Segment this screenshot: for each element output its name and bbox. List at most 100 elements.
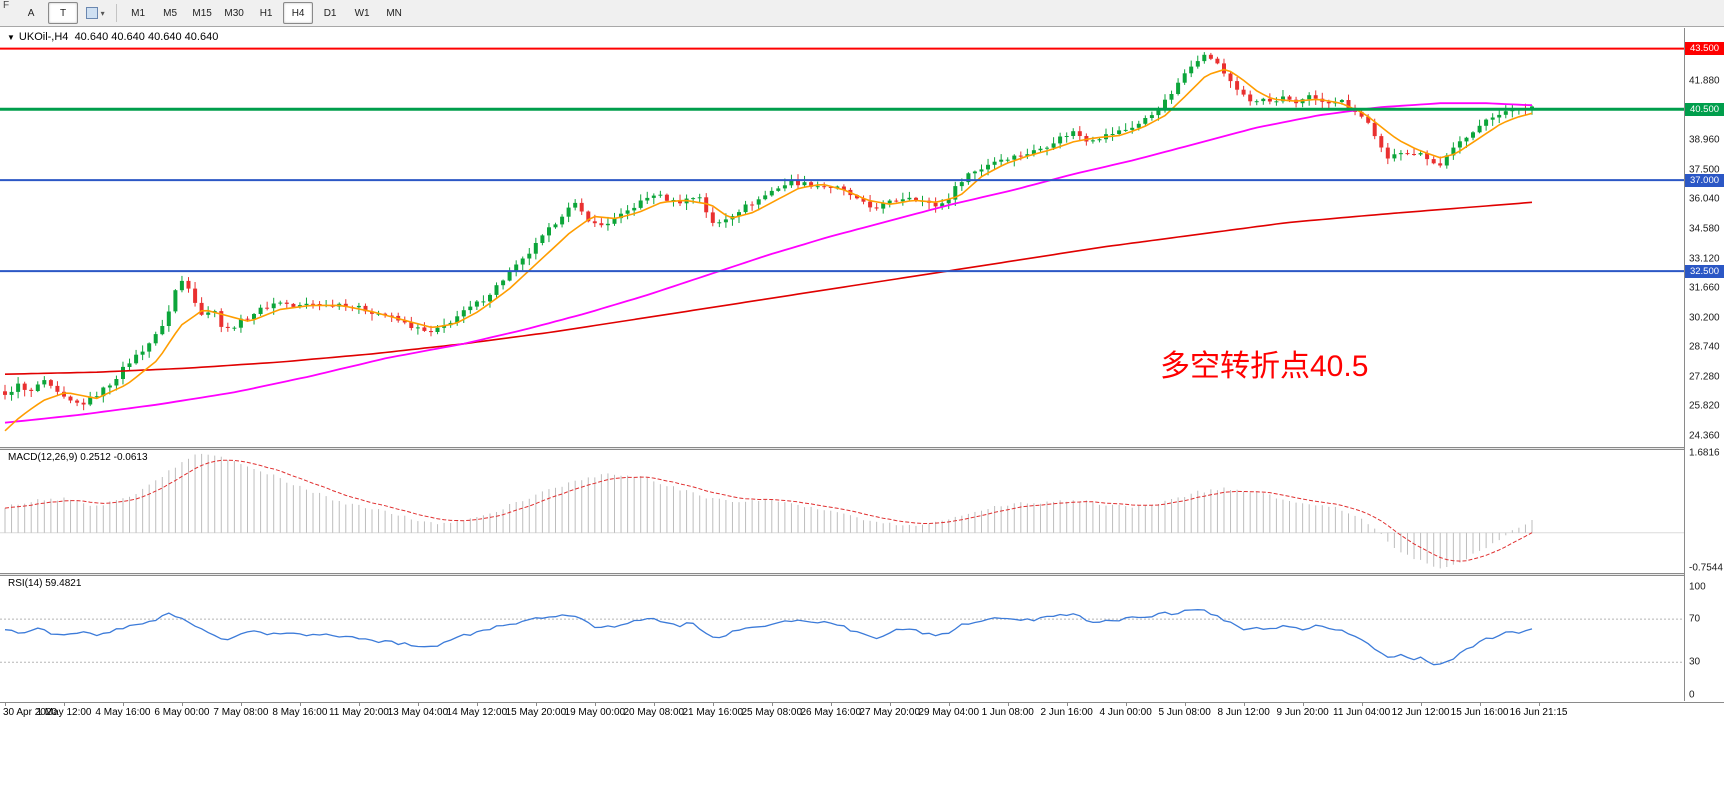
- time-axis-label: 6 May 00:00: [154, 707, 210, 718]
- timeframe-button-m30[interactable]: M30: [224, 7, 244, 19]
- price-scale-label: 34.580: [1689, 223, 1720, 235]
- price-scale-label: 38.960: [1689, 134, 1720, 146]
- timeframe-button-m15[interactable]: M15: [192, 7, 212, 19]
- time-axis-label: 15 May 20:00: [505, 707, 567, 718]
- price-scale-label: 33.120: [1689, 253, 1720, 265]
- time-axis-tick: [1184, 703, 1186, 706]
- time-axis-tick: [653, 703, 655, 706]
- time-axis-tick: [1243, 703, 1245, 706]
- shapes-dropdown-button[interactable]: ▾: [80, 2, 110, 24]
- macd-scale-label: 1.6816: [1689, 447, 1720, 459]
- time-axis-tick: [1066, 703, 1068, 706]
- time-axis-label: 8 Jun 12:00: [1217, 707, 1270, 718]
- time-axis-tick: [5, 703, 6, 706]
- macd-canvas[interactable]: [0, 450, 1684, 573]
- rsi-canvas[interactable]: [0, 576, 1684, 701]
- time-axis-label: 27 May 20:00: [859, 707, 921, 718]
- time-axis-tick: [712, 703, 714, 706]
- toolbar-separator: [116, 4, 118, 22]
- time-axis[interactable]: 30 Apr 2020 1 May 12:00 4 May 16:00 6 May 0…: [0, 702, 1724, 724]
- time-axis-label: 13 May 04:00: [387, 707, 449, 718]
- time-axis-label: 14 May 12:00: [446, 707, 508, 718]
- chevron-down-icon: ▾: [100, 8, 105, 18]
- price-scale-label: 41.880: [1689, 75, 1720, 87]
- time-axis-label: 20 May 08:00: [623, 707, 685, 718]
- time-axis-label: 4 May 16:00: [95, 707, 151, 718]
- time-axis-label: 1 Jun 08:00: [981, 707, 1034, 718]
- timeframe-button-h1[interactable]: H1: [259, 7, 273, 19]
- rsi-panel[interactable]: [0, 576, 1684, 701]
- macd-main-value: 0.2512: [80, 452, 111, 463]
- time-axis-label: 15 Jun 16:00: [1450, 707, 1509, 718]
- time-axis-label: 5 Jun 08:00: [1158, 707, 1211, 718]
- rsi-scale-label: 30: [1689, 656, 1701, 668]
- rsi-scale-label: 70: [1689, 613, 1701, 625]
- rsi-scale-label: 0: [1689, 689, 1695, 701]
- price-chart-canvas[interactable]: [0, 28, 1684, 447]
- time-axis-label: 11 May 20:00: [328, 707, 389, 718]
- time-axis-label: 1 May 12:00: [36, 707, 92, 718]
- time-axis-tick: [1538, 703, 1540, 706]
- text-tool-button[interactable]: T: [48, 2, 79, 24]
- time-axis-label: 19 May 00:00: [564, 707, 626, 718]
- macd-label: MACD(12,26,9) 0.2512 -0.0613: [8, 452, 148, 463]
- price-scale-label: 25.820: [1689, 400, 1720, 412]
- chart-header: ▼ UKOil-,H4 40.640 40.640 40.640 40.640: [7, 31, 218, 43]
- time-axis-tick: [299, 703, 301, 706]
- timeframe-button-m5[interactable]: M5: [163, 7, 178, 19]
- collapse-triangle-icon[interactable]: ▼: [7, 33, 15, 42]
- time-axis-tick: [1420, 703, 1422, 706]
- rsi-scale-label: 100: [1689, 581, 1706, 593]
- time-axis-tick: [948, 703, 950, 706]
- time-axis-tick: [1361, 703, 1363, 706]
- timeframe-button-m1[interactable]: M1: [131, 7, 146, 19]
- time-axis-tick: [476, 703, 478, 706]
- price-line-badge: 37.000: [1685, 173, 1724, 187]
- symbol-period-label: UKOil-,H4: [18, 31, 69, 43]
- price-scale-label: 31.660: [1689, 282, 1720, 294]
- macd-panel[interactable]: [0, 450, 1684, 573]
- macd-histogram-group: [4, 453, 1533, 569]
- macd-name: MACD(12,26,9): [8, 452, 78, 463]
- panel-splitter-macd[interactable]: [0, 447, 1724, 450]
- rsi-label: RSI(14) 59.4821: [8, 578, 81, 589]
- timeframe-button-mn[interactable]: MN: [386, 7, 402, 19]
- time-axis-label: 8 May 16:00: [272, 707, 328, 718]
- timeframe-button-d1[interactable]: D1: [323, 7, 337, 19]
- price-scale-label: 36.040: [1689, 193, 1720, 205]
- time-axis-label: 4 Jun 00:00: [1099, 707, 1152, 718]
- time-axis-tick: [240, 703, 242, 706]
- time-axis-label: 7 May 08:00: [213, 707, 269, 718]
- ohlc-values: 40.640 40.640 40.640 40.640: [74, 31, 219, 43]
- timeframe-button-w1[interactable]: W1: [354, 7, 370, 19]
- time-axis-tick: [535, 703, 537, 706]
- rsi-line: [4, 609, 1533, 666]
- cursor-tool-button[interactable]: A: [27, 7, 35, 19]
- time-axis-tick: [63, 703, 65, 706]
- tool-buttons-group: A T ▾: [15, 2, 111, 24]
- shapes-icon: [85, 7, 98, 19]
- time-axis-label: 2 Jun 16:00: [1040, 707, 1093, 718]
- macd-signal-value: -0.0613: [113, 452, 148, 463]
- time-axis-tick: [594, 703, 596, 706]
- time-axis-tick: [417, 703, 419, 706]
- macd-signal-line: [4, 459, 1533, 562]
- price-line-badge: 32.500: [1685, 264, 1724, 278]
- price-scale-label: 37.500: [1689, 164, 1720, 176]
- time-axis-tick: [889, 703, 891, 706]
- time-axis-tick: [830, 703, 832, 706]
- timeframe-button-h4[interactable]: H4: [283, 2, 314, 24]
- time-axis-label: 30 Apr 2020: [3, 707, 57, 718]
- time-axis-tick: [771, 703, 773, 706]
- panel-splitter-rsi[interactable]: [0, 573, 1724, 576]
- chart-annotation[interactable]: 多空转折点40.5: [1160, 350, 1369, 383]
- price-scale-label: 30.200: [1689, 312, 1720, 324]
- price-panel[interactable]: [0, 28, 1684, 447]
- price-scale-label: 28.740: [1689, 341, 1720, 353]
- price-scale-label: 24.360: [1689, 430, 1720, 442]
- time-axis-tick: [1479, 703, 1481, 706]
- time-axis-tick: [181, 703, 183, 706]
- price-scale[interactable]: 41.88040.42038.96037.50036.04034.58033.1…: [1684, 28, 1724, 701]
- time-axis-label: 26 May 16:00: [800, 707, 862, 718]
